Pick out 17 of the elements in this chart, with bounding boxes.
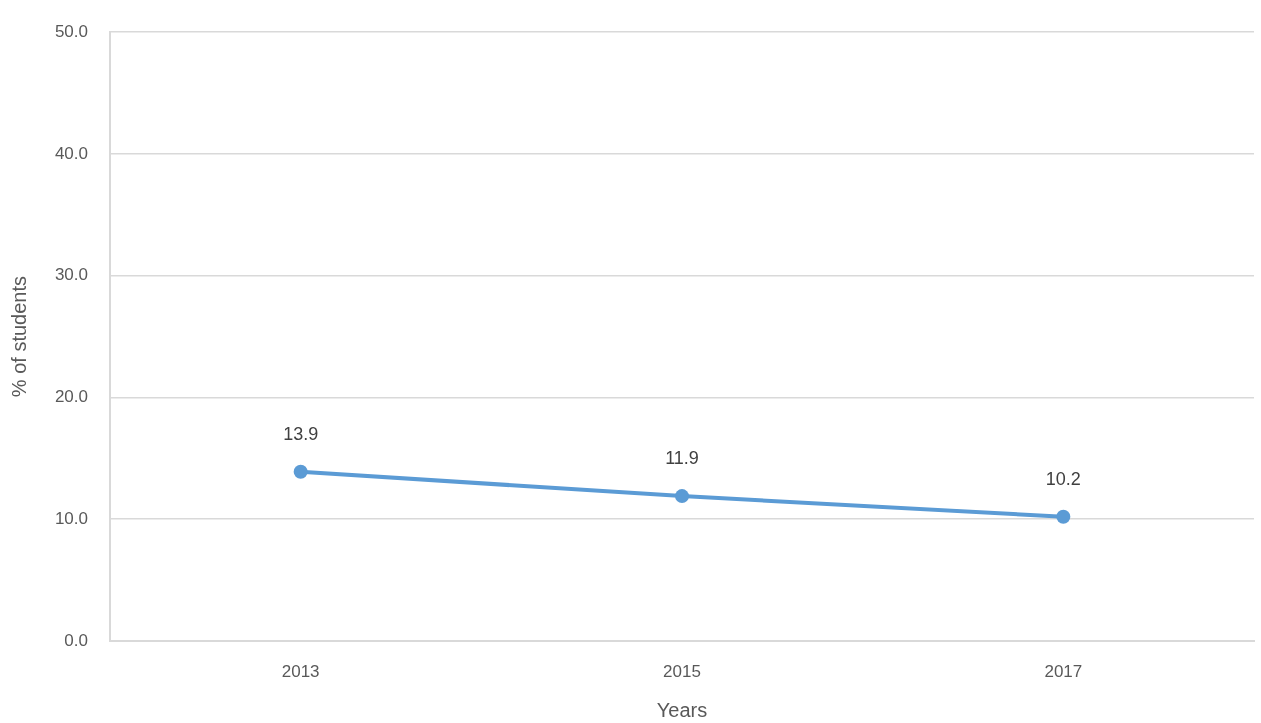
- x-tick-label: 2013: [281, 661, 320, 681]
- data-label: 13.9: [283, 423, 319, 444]
- point: [293, 464, 308, 479]
- x-tick-label: 2017: [1044, 661, 1083, 681]
- y-tick-label: 50.0: [54, 21, 88, 41]
- y-axis-title: % of students: [7, 276, 30, 398]
- data-label: 10.2: [1045, 468, 1081, 489]
- point: [1056, 509, 1071, 524]
- y-tick-label: 10.0: [54, 508, 88, 528]
- point: [675, 489, 689, 504]
- y-tick-label: 20.0: [54, 387, 88, 407]
- y-tick-label: 0.0: [64, 630, 88, 650]
- x-tick-label: 2015: [663, 661, 701, 681]
- y-tick-label: 30.0: [54, 265, 88, 285]
- x-axis-title: Years: [656, 698, 708, 721]
- data-label: 11.9: [665, 448, 699, 469]
- y-tick-label: 40.0: [54, 143, 88, 163]
